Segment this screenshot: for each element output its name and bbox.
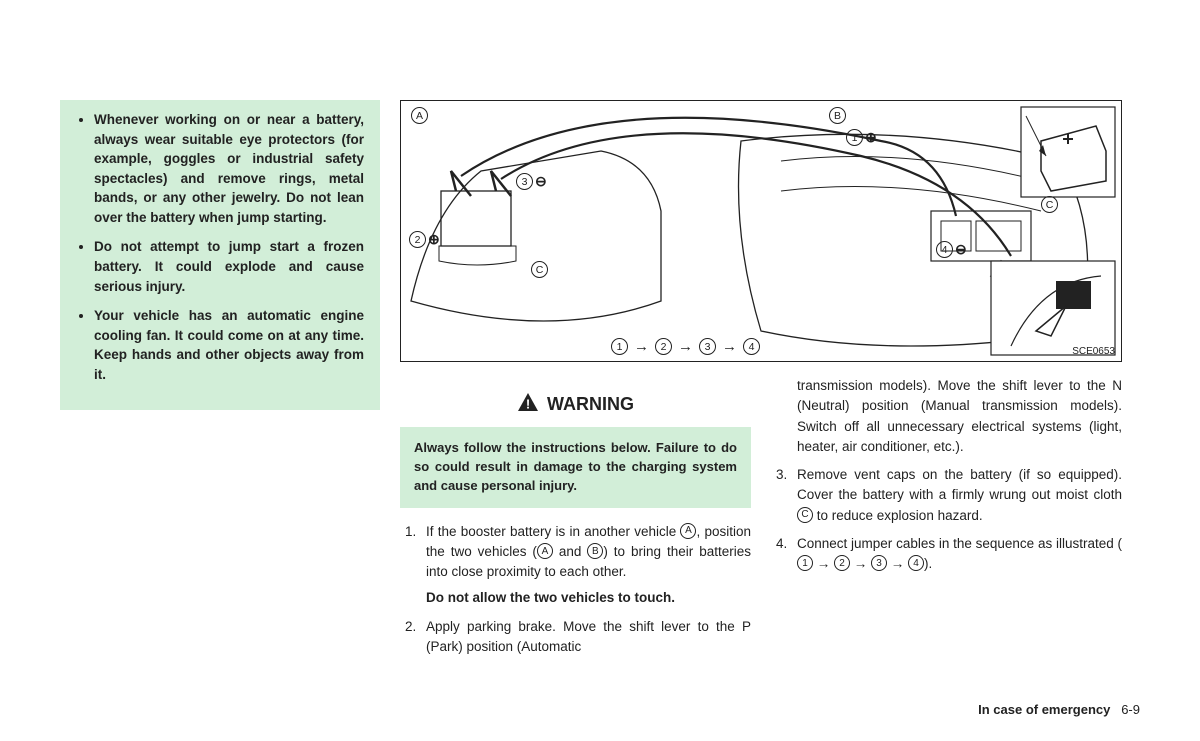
connection-sequence: 1 → 2 → 3 → 4	[611, 338, 760, 355]
page-footer: In case of emergency 6-9	[978, 702, 1140, 717]
warning-body: Always follow the instructions below. Fa…	[400, 427, 751, 508]
steps-list-2: Remove vent caps on the battery (if so e…	[771, 465, 1122, 574]
bullet-item: Do not attempt to jump start a frozen ba…	[94, 237, 364, 296]
step-2: Apply parking brake. Move the shift leve…	[420, 617, 751, 658]
step-2-cont: transmission models). Move the shift lev…	[771, 376, 1122, 457]
instructions-col-2: transmission models). Move the shift lev…	[771, 376, 1122, 665]
label-1: 1	[846, 129, 863, 146]
label-c-left: C	[531, 261, 548, 278]
warning-icon: !	[517, 392, 539, 417]
left-column: Whenever working on or near a battery, a…	[60, 100, 380, 665]
instructions-col-1: ! WARNING Always follow the instructions…	[400, 376, 751, 665]
svg-text:!: !	[526, 397, 530, 412]
label-4: 4	[936, 241, 953, 258]
page-content: Whenever working on or near a battery, a…	[0, 0, 1200, 695]
label-2: 2	[409, 231, 426, 248]
label-3: 3	[516, 173, 533, 190]
bullet-item: Your vehicle has an automatic engine coo…	[94, 306, 364, 384]
right-column: A B 1⊕ 3⊖ 2⊕ C C 4⊖ 1 → 2 → 3 → 4 SCE065…	[400, 100, 1122, 665]
figure-code: SCE0653	[1072, 346, 1115, 357]
diagram-svg	[401, 101, 1121, 361]
step-1: If the booster battery is in another veh…	[420, 522, 751, 609]
steps-list-1: If the booster battery is in another veh…	[400, 522, 751, 658]
instruction-columns: ! WARNING Always follow the instructions…	[400, 376, 1122, 665]
step-3: Remove vent caps on the battery (if so e…	[791, 465, 1122, 526]
jumper-cable-diagram: A B 1⊕ 3⊖ 2⊕ C C 4⊖ 1 → 2 → 3 → 4 SCE065…	[400, 100, 1122, 362]
label-a: A	[411, 107, 428, 124]
step-4: Connect jumper cables in the sequence as…	[791, 534, 1122, 575]
warning-heading: ! WARNING	[400, 392, 751, 417]
label-c-right: C	[1041, 196, 1058, 213]
safety-highlight-box: Whenever working on or near a battery, a…	[60, 100, 380, 410]
bullet-item: Whenever working on or near a battery, a…	[94, 110, 364, 227]
label-b: B	[829, 107, 846, 124]
